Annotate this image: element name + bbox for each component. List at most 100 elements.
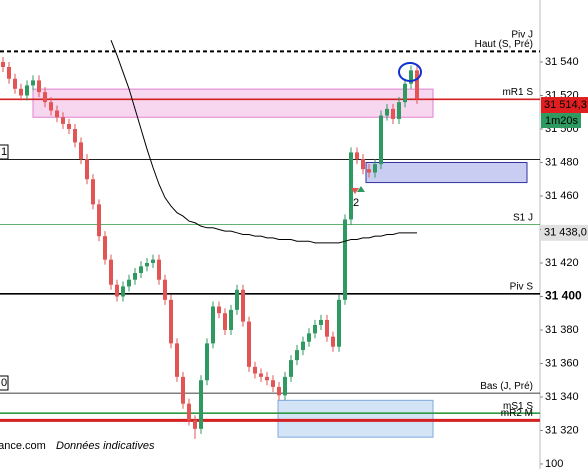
candle-body xyxy=(403,83,407,103)
y-tick-label: 31 320 xyxy=(545,424,579,436)
candle-body xyxy=(277,386,281,396)
candle-body xyxy=(163,279,167,300)
candle-body xyxy=(397,102,401,119)
candle-body xyxy=(391,108,395,119)
candle-body xyxy=(115,284,119,297)
ma-tag-box xyxy=(541,224,588,241)
candle-body xyxy=(265,376,269,381)
candle-body xyxy=(193,420,197,429)
candle-body xyxy=(283,376,287,396)
candle-body xyxy=(19,88,23,96)
candle-body xyxy=(271,380,275,387)
candle-body xyxy=(151,259,155,263)
candle-body xyxy=(301,341,305,351)
candle-body xyxy=(331,336,335,347)
candle-body xyxy=(385,108,389,116)
y-tick-label: 31 360 xyxy=(545,357,579,369)
y-tick-label: 31 480 xyxy=(545,156,579,168)
candle-body xyxy=(253,366,257,374)
candle-body xyxy=(415,70,419,99)
candle-body xyxy=(79,142,83,160)
arrow-down xyxy=(351,188,359,194)
level-label: Haut (S, Pré) xyxy=(475,39,533,50)
left-label-box xyxy=(0,144,9,160)
candle-body xyxy=(103,236,107,260)
candle-body xyxy=(139,266,143,274)
candle-body xyxy=(295,350,299,361)
y-tick-label: 31 420 xyxy=(545,257,579,269)
y-tick-label: 31 340 xyxy=(545,391,579,403)
candle-body xyxy=(379,115,383,165)
candle-body xyxy=(1,61,5,67)
candle-body xyxy=(55,110,59,118)
footer-bg xyxy=(0,437,160,454)
y-tick-label: 100 xyxy=(545,458,563,469)
ma-tag-label: 31 438,0 xyxy=(544,227,587,239)
left-label: 0 xyxy=(1,377,7,389)
level-label: mR2 M xyxy=(501,408,533,419)
candle-body xyxy=(91,179,95,205)
candle-body xyxy=(235,289,239,310)
left-label-box xyxy=(0,375,9,391)
level-label: mS1 S xyxy=(503,401,533,412)
footer-note: Données indicatives xyxy=(56,440,155,452)
candle-body xyxy=(259,373,263,377)
highlight-circle xyxy=(398,62,422,82)
candle-body xyxy=(49,102,53,111)
candle-body xyxy=(367,169,371,173)
candle-body xyxy=(361,159,365,170)
candle-body xyxy=(355,152,359,160)
level-label: Piv J xyxy=(511,30,533,41)
candle-body xyxy=(223,313,227,330)
level-label: S1 J xyxy=(513,212,533,223)
candle-body xyxy=(241,289,245,322)
candle-body xyxy=(25,85,29,96)
candle-body xyxy=(7,67,11,79)
timer: 1m20s xyxy=(545,115,579,127)
y-tick-label: 31 460 xyxy=(545,190,579,202)
candle-body xyxy=(97,204,101,237)
candle-body xyxy=(349,152,353,220)
candle-body xyxy=(37,80,41,93)
candle-body xyxy=(373,164,377,173)
candle-body xyxy=(229,309,233,330)
candle-body xyxy=(307,333,311,342)
candle-body xyxy=(73,128,77,143)
zone xyxy=(32,88,434,118)
candle-body xyxy=(85,159,89,180)
price-tag-label: 31 514,3 xyxy=(544,99,587,111)
candle-body xyxy=(187,403,191,421)
candle-body xyxy=(205,343,209,381)
y-tick-label: 31 540 xyxy=(545,56,579,68)
level-label: Piv S xyxy=(510,281,534,292)
candle-body xyxy=(211,306,215,344)
candle-body xyxy=(133,273,137,280)
candle-body xyxy=(157,259,161,280)
candle-body xyxy=(13,78,17,89)
level-label: Bas (J, Pré) xyxy=(480,381,533,392)
candle-body xyxy=(319,319,323,325)
candle-body xyxy=(61,117,65,124)
candle-body xyxy=(313,324,317,334)
candle-body xyxy=(325,319,329,337)
moving-average xyxy=(110,40,417,244)
level-label: mR1 S xyxy=(502,87,533,98)
candle-body xyxy=(145,262,149,267)
zone xyxy=(277,399,434,438)
y-tick-label: 31 380 xyxy=(545,324,579,336)
annotation: 2 xyxy=(353,197,359,209)
zone xyxy=(365,161,528,184)
candle-body xyxy=(337,299,341,347)
candle-body xyxy=(247,321,251,367)
price-tag-box xyxy=(541,97,588,114)
candle-body xyxy=(67,123,71,129)
candle-body xyxy=(181,376,185,404)
candle-body xyxy=(121,286,125,297)
candle-body xyxy=(199,380,203,429)
candle-body xyxy=(43,92,47,103)
left-label: 1 xyxy=(1,146,7,158)
candle-body xyxy=(289,360,293,377)
candle-body xyxy=(343,219,347,300)
candle-body xyxy=(31,80,35,86)
